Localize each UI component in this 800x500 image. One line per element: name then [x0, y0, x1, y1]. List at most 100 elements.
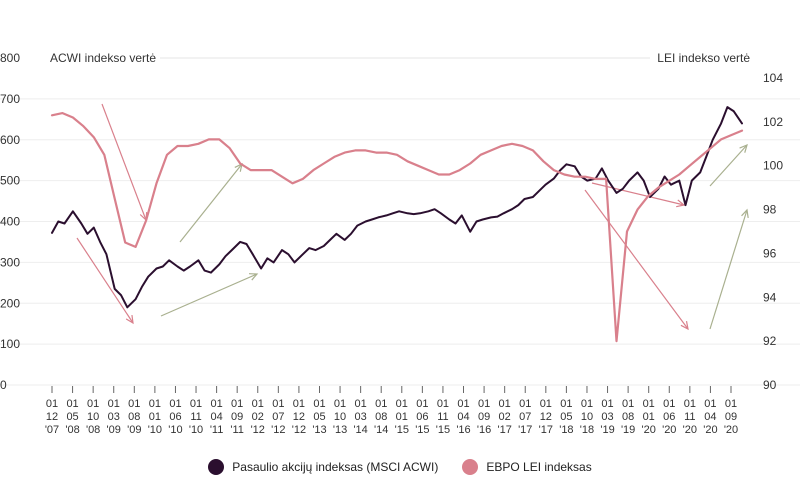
x-tick-label: 01 — [190, 398, 202, 410]
x-tick-label: 09 — [231, 411, 243, 423]
x-tick-label: 12 — [293, 411, 305, 423]
x-tick-label: '10 — [148, 424, 162, 436]
x-tick-label: 01 — [519, 398, 531, 410]
x-tick-label: 01 — [46, 398, 58, 410]
trend-arrow-head — [680, 321, 689, 331]
x-tick-label: '15 — [436, 424, 450, 436]
right-tick-label: 104 — [763, 71, 783, 85]
x-tick-label: '11 — [230, 424, 244, 436]
left-tick-label: 0 — [0, 378, 7, 392]
right-axis-label: LEI indekso vertė — [657, 51, 750, 65]
x-tick-label: 01 — [622, 398, 634, 410]
x-tick-label: 02 — [499, 411, 511, 423]
legend-label-msci: Pasaulio akcijų indeksas (MSCI ACWI) — [232, 460, 439, 474]
x-tick-label: 01 — [601, 398, 613, 410]
x-tick-label: 01 — [128, 398, 140, 410]
x-tick-label: 01 — [478, 398, 490, 410]
legend-swatch-msci — [208, 459, 225, 475]
series-line-msci — [51, 106, 743, 309]
x-tick-label: 05 — [560, 411, 572, 423]
x-tick-label: '11 — [210, 424, 224, 436]
left-tick-label: 300 — [0, 255, 20, 269]
x-tick-label: 01 — [499, 398, 511, 410]
legend-item-msci: Pasaulio akcijų indeksas (MSCI ACWI) — [208, 459, 438, 475]
x-tick-label: '12 — [251, 424, 265, 436]
x-tick-label: 01 — [231, 398, 243, 410]
x-tick-label: 04 — [210, 411, 222, 423]
x-tick-label: 01 — [725, 398, 737, 410]
left-axis-ticks: 800 700 600 500 400 300 200 100 0 — [0, 51, 20, 392]
x-tick-label: 07 — [519, 411, 531, 423]
x-tick-label: 08 — [622, 411, 634, 423]
x-tick-label: '20 — [724, 424, 738, 436]
x-tick-label: 01 — [457, 398, 469, 410]
right-tick-label: 94 — [763, 290, 777, 304]
x-tick-label: 07 — [272, 411, 284, 423]
x-tick-label: 05 — [313, 411, 325, 423]
x-tick-label: 01 — [334, 398, 346, 410]
trend-arrow-line — [709, 209, 748, 330]
x-tick-label: 11 — [437, 411, 448, 423]
x-tick-label: '20 — [642, 424, 656, 436]
x-tick-label: 01 — [87, 398, 99, 410]
trend-arrow-head — [248, 273, 259, 281]
trend-arrow-line — [101, 103, 147, 221]
x-tick-label: '18 — [580, 424, 594, 436]
trend-arrow-line — [160, 273, 258, 317]
legend-item-lei: EBPO LEI indeksas — [462, 459, 592, 475]
trend-arrow-head — [125, 314, 134, 325]
x-tick-label: 01 — [643, 398, 655, 410]
left-tick-label: 200 — [0, 296, 20, 310]
left-tick-label: 400 — [0, 215, 20, 229]
x-tick-label: 10 — [334, 411, 346, 423]
x-tick-label: 06 — [169, 411, 181, 423]
x-tick-label: 01 — [684, 398, 696, 410]
x-tick-label: 05 — [66, 411, 78, 423]
x-tick-label: 01 — [704, 398, 716, 410]
x-tick-label: 03 — [108, 411, 120, 423]
x-tick-label: '20 — [703, 424, 717, 436]
trend-arrow-line — [76, 237, 134, 324]
x-tick-label: 09 — [478, 411, 490, 423]
legend: Pasaulio akcijų indeksas (MSCI ACWI) EBP… — [0, 455, 800, 479]
right-tick-label: 90 — [763, 378, 777, 392]
x-tick-label: 10 — [87, 411, 99, 423]
right-tick-label: 102 — [763, 115, 783, 129]
x-axis-ticks: 0112'070105'080110'080103'090108'090101'… — [45, 386, 738, 436]
x-tick-label: 06 — [663, 411, 675, 423]
x-tick-label: 01 — [416, 398, 428, 410]
x-tick-label: '12 — [271, 424, 285, 436]
trend-arrow-line — [179, 163, 243, 243]
x-tick-label: '16 — [477, 424, 491, 436]
x-tick-label: '19 — [621, 424, 635, 436]
x-tick-label: '14 — [374, 424, 388, 436]
trend-arrow-head — [739, 143, 748, 153]
x-tick-label: '15 — [415, 424, 429, 436]
x-tick-label: 10 — [581, 411, 593, 423]
right-tick-label: 96 — [763, 246, 777, 260]
x-tick-label: '19 — [600, 424, 614, 436]
x-tick-label: 12 — [540, 411, 552, 423]
x-tick-label: '13 — [312, 424, 326, 436]
x-tick-label: '09 — [127, 424, 141, 436]
left-tick-label: 600 — [0, 133, 20, 147]
x-tick-label: '20 — [662, 424, 676, 436]
x-tick-label: '17 — [497, 424, 511, 436]
x-tick-label: 01 — [252, 398, 264, 410]
x-tick-label: 03 — [601, 411, 613, 423]
trend-arrow-line — [584, 189, 689, 330]
legend-label-lei: EBPO LEI indeksas — [486, 460, 592, 474]
left-axis-label: ACWI indekso vertė — [50, 51, 156, 65]
x-tick-label: '17 — [518, 424, 532, 436]
x-tick-label: 03 — [355, 411, 367, 423]
x-tick-label: 01 — [149, 411, 161, 423]
x-tick-label: 04 — [704, 411, 716, 423]
x-tick-label: 01 — [313, 398, 325, 410]
x-tick-label: 12 — [46, 411, 58, 423]
trend-arrow-head — [741, 208, 749, 219]
left-tick-label: 700 — [0, 92, 20, 106]
x-tick-label: 04 — [457, 411, 469, 423]
line-chart: 800 700 600 500 400 300 200 100 0 104 102 100 98 96 9… — [0, 51, 800, 436]
x-tick-label: 01 — [581, 398, 593, 410]
right-tick-label: 92 — [763, 334, 777, 348]
